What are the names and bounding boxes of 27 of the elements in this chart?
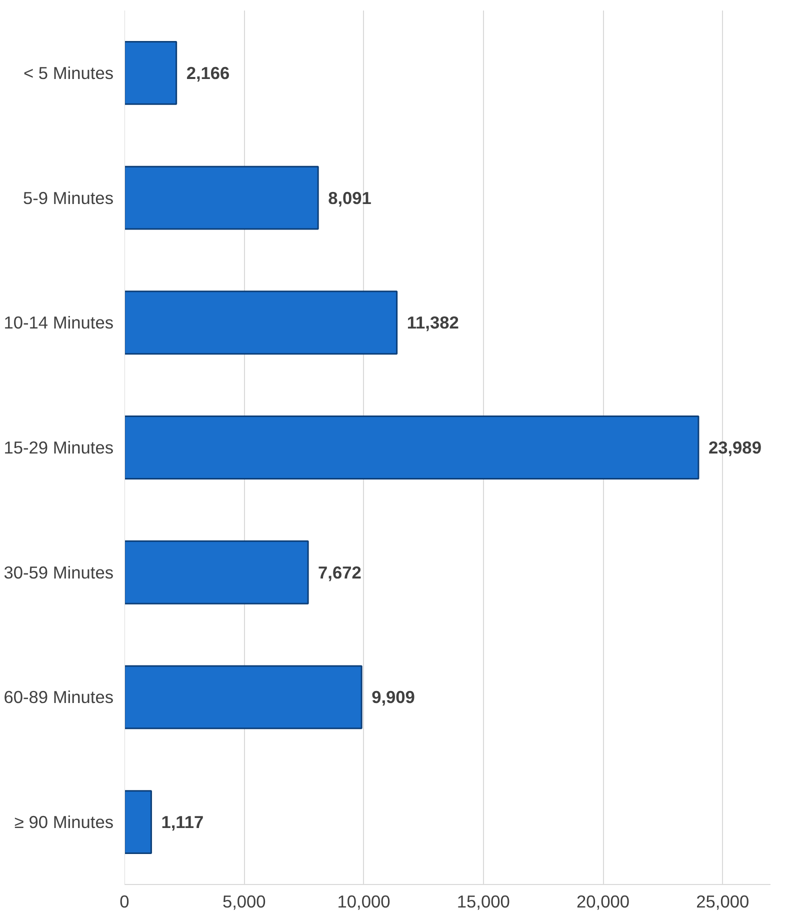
data-label: 2,166 (186, 62, 230, 83)
bar (124, 540, 309, 604)
bar (124, 290, 398, 355)
y-tick-label: 30-59 Minutes (4, 562, 114, 582)
y-tick-label: 5-9 Minutes (22, 188, 114, 208)
bar (124, 40, 178, 105)
y-tick-label: 15-29 Minutes (4, 438, 114, 458)
data-label: 9,909 (372, 687, 415, 708)
bar (124, 665, 362, 730)
y-tick-label: < 5 Minutes (23, 62, 114, 83)
data-label: 8,091 (328, 188, 372, 208)
x-tick-label: 0 (120, 892, 130, 912)
x-tick-label: 25,000 (696, 892, 750, 912)
x-tick-label: 10,000 (337, 892, 390, 912)
data-label: 1,117 (161, 812, 204, 832)
data-label: 23,989 (708, 438, 762, 458)
bar (124, 416, 700, 480)
data-label: 11,382 (406, 312, 459, 333)
x-tick-label: 15,000 (456, 892, 510, 912)
x-tick-label: 5,000 (222, 892, 266, 912)
x-tick-label: 20,000 (576, 892, 630, 912)
bar (124, 790, 152, 854)
data-label: 7,672 (318, 562, 362, 582)
y-tick-label: ≥ 90 Minutes (14, 812, 114, 832)
bar (124, 166, 319, 230)
y-tick-label: 60-89 Minutes (4, 687, 114, 708)
y-tick-label: 10-14 Minutes (4, 312, 114, 333)
